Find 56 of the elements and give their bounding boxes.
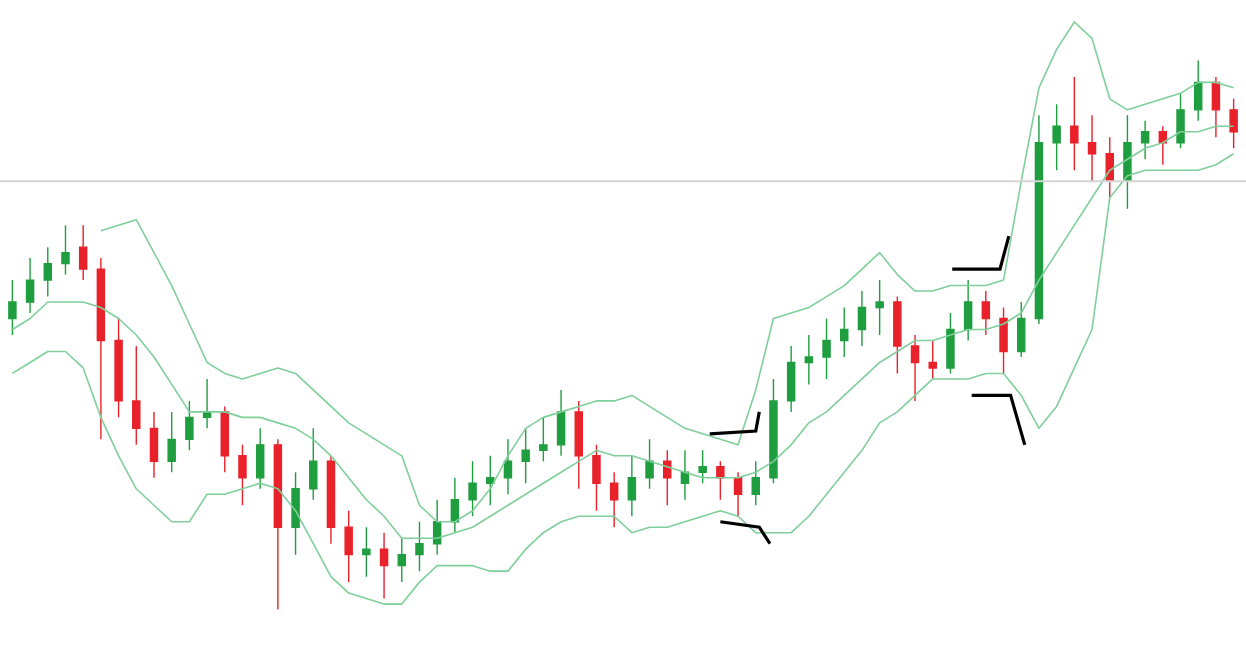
candlestick (645, 438, 654, 490)
candlestick (25, 257, 35, 314)
candlestick (981, 290, 991, 336)
candlestick (326, 455, 336, 545)
candlestick (556, 389, 566, 457)
candlestick (43, 246, 53, 298)
candlestick (291, 471, 300, 556)
candlestick (592, 444, 601, 512)
candlestick (1140, 120, 1150, 160)
candlestick (946, 312, 955, 375)
candlestick (733, 471, 743, 517)
candlestick (220, 405, 230, 473)
candlestick (344, 510, 353, 583)
candlestick (415, 521, 424, 572)
candlestick (114, 317, 123, 419)
candlestick (1087, 114, 1097, 182)
candlestick (78, 224, 88, 281)
candlestick (96, 257, 106, 441)
candlestick (627, 455, 637, 517)
candlestick (503, 438, 513, 495)
candlestick (132, 345, 141, 446)
candlestick (769, 378, 778, 484)
candlestick (238, 444, 247, 506)
candlestick (698, 449, 707, 484)
candlestick (574, 400, 583, 490)
candlestick (680, 449, 690, 501)
candlestick (1052, 103, 1061, 171)
candlestick (255, 427, 265, 490)
candlestick (786, 345, 796, 413)
candlestick (273, 438, 283, 611)
candlestick (309, 427, 318, 501)
candlestick (468, 460, 477, 517)
candlestick (1176, 92, 1185, 149)
candlestick (539, 416, 548, 462)
candlestick (185, 400, 194, 452)
candlestick (8, 279, 17, 336)
candlestick (893, 295, 902, 375)
candlestick (1034, 114, 1044, 325)
candlestick (1017, 301, 1026, 358)
candlestick (1211, 76, 1221, 138)
candlestick (822, 317, 831, 380)
candlestick (910, 334, 920, 402)
candlestick (963, 279, 973, 342)
candlestick (857, 290, 867, 347)
candlestick (149, 411, 159, 479)
candlestick (379, 532, 389, 600)
candlestick (999, 306, 1008, 375)
candlestick (450, 477, 460, 534)
candlestick (167, 411, 176, 473)
candlestick (609, 471, 619, 528)
candlestick (521, 427, 530, 484)
candlestick (362, 526, 371, 578)
candlestick (61, 224, 70, 276)
candlestick (804, 334, 814, 386)
candlestick (1229, 98, 1238, 149)
candlestick (751, 460, 760, 506)
